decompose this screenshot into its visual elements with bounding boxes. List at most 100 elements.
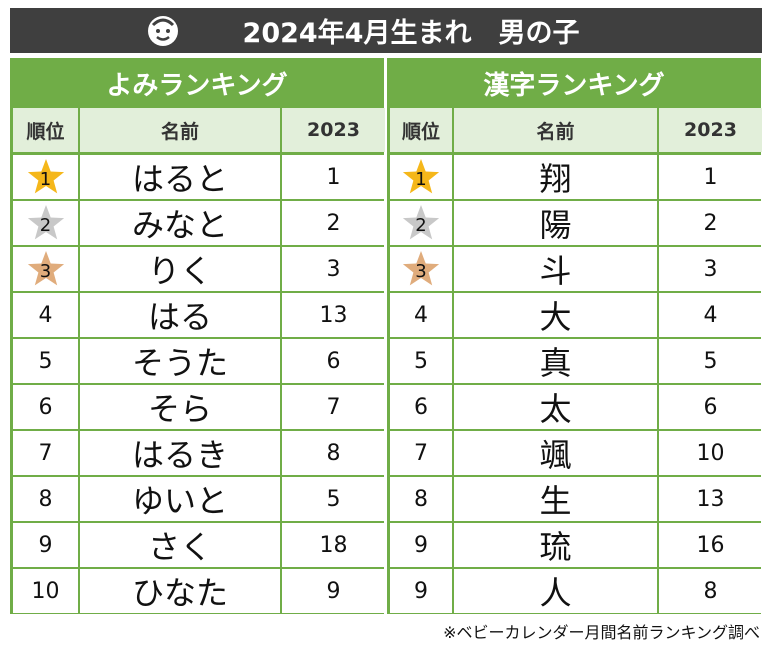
name: ゆいと [131, 482, 228, 520]
rank: 4 [414, 302, 428, 328]
prev-year-rank: 5 [703, 348, 718, 374]
prev-year-cell: 13 [282, 293, 385, 337]
prev-year-rank: 2 [703, 210, 718, 236]
rank-cell: 6 [390, 385, 452, 429]
prev-year-rank: 4 [703, 302, 718, 328]
rank-star [402, 251, 440, 286]
prev-year-rank: 8 [703, 578, 718, 604]
rank-star [402, 159, 440, 194]
name-cell: 斗 [454, 247, 657, 291]
name: 大 [539, 298, 572, 336]
rank: 7 [38, 440, 53, 466]
rank-cell: 8 [390, 477, 452, 521]
rank-cell: 2 [13, 201, 78, 245]
prev-year-cell: 2 [659, 201, 762, 245]
name-cell: りく [80, 247, 280, 291]
name: 颯 [539, 436, 572, 474]
rank-cell: 5 [390, 339, 452, 383]
rank: 8 [38, 486, 53, 512]
prev-year-cell: 7 [282, 385, 385, 429]
prev-year-cell: 3 [282, 247, 385, 291]
name-cell: はるき [80, 431, 280, 475]
rank-star [27, 251, 64, 286]
rank-cell: 7 [390, 431, 452, 475]
prev-year-rank: 18 [319, 532, 348, 558]
prev-year-cell: 3 [659, 247, 762, 291]
rank: 4 [38, 302, 53, 328]
prev-year-rank: 3 [703, 256, 718, 282]
rank-cell: 8 [13, 477, 78, 521]
rank-cell: 1 [13, 155, 78, 199]
column-header: 2023 [282, 108, 385, 152]
prev-year-rank: 3 [326, 256, 341, 282]
star-shape [402, 205, 440, 240]
star-shape [27, 251, 64, 286]
prev-year-cell: 6 [282, 339, 385, 383]
rank-cell: 2 [390, 201, 452, 245]
rank: 9 [414, 532, 428, 558]
rank: 10 [31, 578, 60, 604]
star-shape [27, 159, 64, 194]
name-cell: はると [80, 155, 280, 199]
rank-cell: 5 [13, 339, 78, 383]
prev-year-rank: 10 [696, 440, 725, 466]
title: 2024年4月生まれ 男の子 [242, 18, 580, 49]
rank: 2 [39, 214, 52, 236]
rank: 6 [38, 394, 53, 420]
rank-cell: 6 [13, 385, 78, 429]
name-cell: 大 [454, 293, 657, 337]
name: そら [147, 390, 212, 428]
rank: 5 [38, 348, 53, 374]
prev-year-cell: 13 [659, 477, 762, 521]
rank-cell: 1 [390, 155, 452, 199]
name: 陽 [539, 206, 572, 244]
prev-year-cell: 9 [282, 569, 385, 613]
prev-year-rank: 8 [326, 440, 341, 466]
rank-cell: 3 [13, 247, 78, 291]
prev-year-cell: 1 [659, 155, 762, 199]
footer-note: ※ベビーカレンダー月間名前ランキング調べ [443, 623, 760, 642]
prev-year-cell: 16 [659, 523, 762, 567]
rank: 5 [414, 348, 428, 374]
prev-year-cell: 6 [659, 385, 762, 429]
rank: 7 [414, 440, 428, 466]
face-icon [148, 16, 178, 46]
prev-year-cell: 18 [282, 523, 385, 567]
rank-cell: 9 [390, 569, 452, 613]
rank: 1 [415, 168, 427, 190]
prev-year-cell: 2 [282, 201, 385, 245]
name: はるき [131, 436, 228, 474]
column-header: 順位 [13, 108, 78, 152]
name-cell: そうた [80, 339, 280, 383]
ranking-table: 漢字ランキング 順位 名前 2023 1 翔 1 2 陽 2 3 斗 3 4 大 4 5 真 5 6 太 6 7 颯 10 8 生 1… [387, 58, 762, 614]
name-cell: 琉 [454, 523, 657, 567]
column-header: 2023 [659, 108, 762, 152]
name: さく [147, 528, 212, 566]
prev-year-rank: 2 [326, 210, 341, 236]
table-title: 漢字ランキング [390, 61, 758, 106]
table-title: よみランキング [13, 61, 381, 106]
rank-star [27, 205, 64, 240]
rank-cell: 10 [13, 569, 78, 613]
prev-year-cell: 8 [659, 569, 762, 613]
prev-year-cell: 10 [659, 431, 762, 475]
name-cell: 人 [454, 569, 657, 613]
star-shape [402, 251, 440, 286]
prev-year-rank: 5 [326, 486, 341, 512]
name-cell: はる [80, 293, 280, 337]
name: はると [131, 160, 228, 198]
name: 真 [539, 344, 572, 382]
rank-cell: 9 [390, 523, 452, 567]
name: 翔 [539, 160, 572, 198]
rank: 6 [414, 394, 428, 420]
rank: 3 [39, 260, 52, 282]
rank-cell: 7 [13, 431, 78, 475]
prev-year-rank: 13 [319, 302, 348, 328]
name: 斗 [539, 252, 572, 290]
prev-year-rank: 6 [703, 394, 718, 420]
name: 生 [539, 482, 572, 520]
name-cell: そら [80, 385, 280, 429]
prev-year-rank: 6 [326, 348, 341, 374]
ranking-table: よみランキング 順位 名前 2023 1 はると 1 2 みなと 2 3 りく 3 4 はる 13 5 そうた 6 6… [10, 58, 385, 614]
name-cell: ひなた [80, 569, 280, 613]
